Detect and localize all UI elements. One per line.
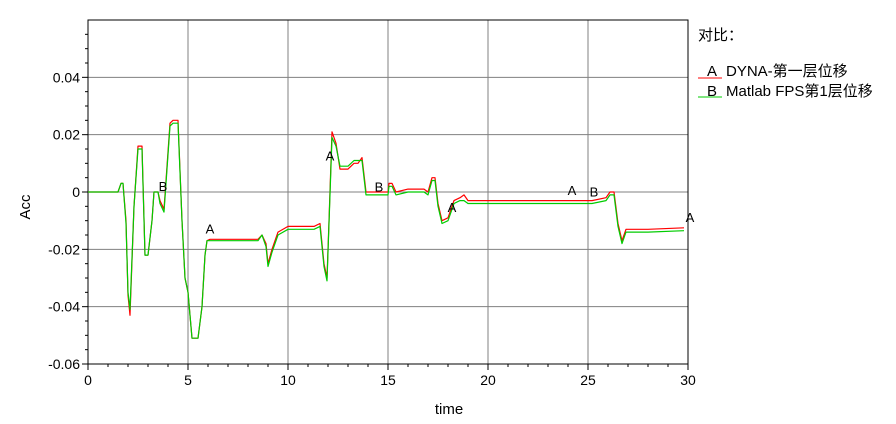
point-label-b: B — [159, 179, 168, 194]
series-line-a — [88, 119, 685, 339]
point-label-a: A — [326, 148, 335, 163]
x-axis-label: time — [435, 401, 463, 418]
point-label-a: A — [568, 183, 577, 198]
series-lines — [88, 119, 685, 339]
x-tick-label: 10 — [280, 372, 296, 388]
point-label-a: A — [686, 210, 695, 225]
x-tick-label: 25 — [580, 372, 596, 388]
y-tick-label: 0 — [72, 184, 80, 200]
x-tick-label: 30 — [680, 372, 696, 388]
point-label-b: B — [375, 179, 384, 194]
legend-entry-a: A DYNA-第一层位移 — [698, 62, 848, 80]
y-tick-label: 0.02 — [53, 127, 80, 143]
y-axis-label: Acc — [17, 194, 34, 220]
point-label-a: A — [206, 222, 215, 237]
y-axis-tick-labels: -0.06 -0.04 -0.02 0 0.02 0.04 — [48, 69, 80, 372]
y-tick-label: -0.06 — [48, 356, 80, 372]
y-tick-label: -0.04 — [48, 299, 80, 315]
legend-marker-a: A — [707, 63, 717, 80]
x-tick-label: 5 — [184, 372, 192, 388]
grid-lines — [87, 20, 689, 365]
legend-entry-b: B Matlab FPS第1层位移 — [698, 82, 873, 100]
x-axis-tick-labels: 0 5 10 15 20 25 30 — [84, 372, 696, 388]
legend-marker-b: B — [707, 83, 717, 100]
y-tick-label: 0.04 — [53, 69, 80, 85]
point-label-a: A — [448, 200, 457, 215]
x-tick-label: 0 — [84, 372, 92, 388]
x-tick-label: 20 — [480, 372, 496, 388]
point-label-b: B — [590, 184, 599, 199]
y-tick-label: -0.02 — [48, 241, 80, 257]
legend-label-a: DYNA-第一层位移 — [726, 62, 848, 80]
series-line-b — [88, 122, 685, 339]
legend-label-b: Matlab FPS第1层位移 — [726, 82, 873, 100]
legend-title: 对比： — [698, 27, 743, 44]
minor-ticks — [82, 33, 689, 370]
legend: 对比： A DYNA-第一层位移 B Matlab FPS第1层位移 — [698, 27, 873, 100]
x-tick-label: 15 — [380, 372, 396, 388]
